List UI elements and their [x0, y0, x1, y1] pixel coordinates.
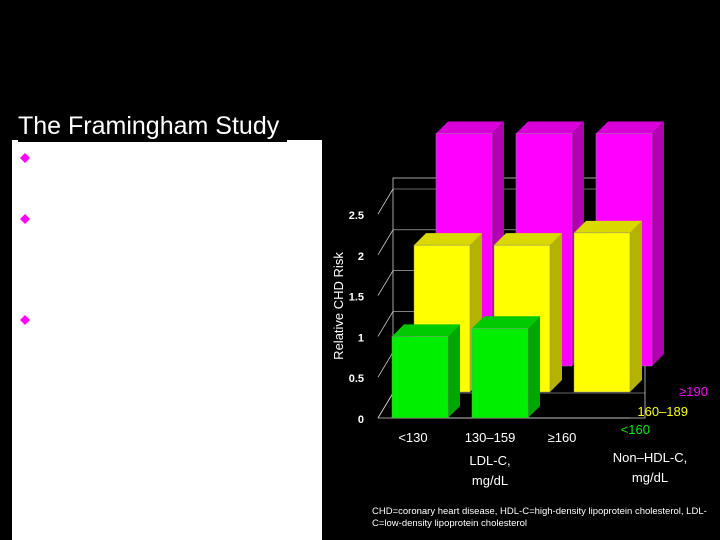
gridline-diagonal: [377, 188, 394, 215]
bullet-list: Within non–HDL-C levels, no association …: [20, 148, 312, 351]
depth-axis-label: Non–HDL-C,: [613, 450, 687, 465]
bar-side: [652, 121, 664, 366]
y-tick-label: 1.5: [349, 292, 364, 304]
series-label: <160: [621, 422, 650, 437]
x-axis-label: mg/dL: [472, 473, 508, 488]
bar-side: [528, 316, 540, 418]
x-axis-label: LDL-C,: [469, 453, 510, 468]
bullet-text: Non–HDL-C is a stronger predictor of CHD…: [34, 310, 310, 351]
x-tick-label: 130–159: [465, 430, 516, 445]
bar-top: [436, 121, 504, 134]
bar-top: [574, 220, 642, 233]
bar-side: [630, 220, 642, 392]
bar-top: [472, 316, 540, 329]
bar-top: [596, 121, 664, 134]
x-tick-label: <130: [398, 430, 427, 445]
bar: [471, 327, 529, 419]
series-label: ≥190: [679, 384, 708, 399]
gridline-diagonal: [377, 270, 394, 296]
y-tick-label: 0.5: [349, 373, 364, 385]
abbreviation-footnote: CHD=coronary heart disease, HDL-C=high-d…: [372, 506, 707, 529]
bar-side: [550, 233, 562, 392]
bar-top: [392, 324, 460, 337]
citation-details: 2006;98:1363-1368.: [156, 517, 258, 529]
y-tick-label: 0: [358, 414, 364, 426]
bar: [391, 336, 449, 419]
bullet-text: In contrast, a strong positive and grade…: [34, 208, 310, 311]
bar-top: [494, 233, 562, 246]
series-label: 160–189: [637, 404, 688, 419]
diamond-bullet-icon: [20, 315, 30, 326]
depth-axis-label: mg/dL: [632, 470, 668, 485]
gridline-diagonal: [377, 351, 394, 378]
bar-top: [414, 233, 482, 246]
text-panel: [12, 140, 322, 540]
diamond-bullet-icon: [20, 213, 30, 224]
bar-side: [448, 324, 460, 418]
citation: Liu J, et al. Am J Cardiol. 2006;98:1363…: [34, 517, 258, 529]
bullet-item: Non–HDL-C is a stronger predictor of CHD…: [20, 310, 312, 351]
y-tick-label: 2: [358, 251, 364, 263]
bullet-item: Within non–HDL-C levels, no association …: [20, 148, 312, 209]
gridline-diagonal: [377, 311, 394, 337]
bullet-text: Within non–HDL-C levels, no association …: [34, 148, 297, 209]
bullet-item: In contrast, a strong positive and grade…: [20, 208, 312, 311]
gridline-diagonal: [377, 392, 394, 419]
y-tick-label: 2.5: [349, 210, 364, 222]
citation-journal: Am J Cardiol.: [90, 517, 157, 529]
y-tick-label: 1: [358, 332, 364, 344]
y-axis-label: Relative CHD Risk: [331, 252, 346, 360]
slide-title: The Framingham Study: [18, 112, 288, 142]
gridline-diagonal: [377, 229, 394, 256]
x-tick-label: ≥160: [548, 430, 577, 445]
citation-authors: Liu J, et al.: [34, 517, 91, 529]
bar-top: [516, 121, 584, 134]
diamond-bullet-icon: [20, 153, 30, 163]
bar: [573, 232, 631, 393]
